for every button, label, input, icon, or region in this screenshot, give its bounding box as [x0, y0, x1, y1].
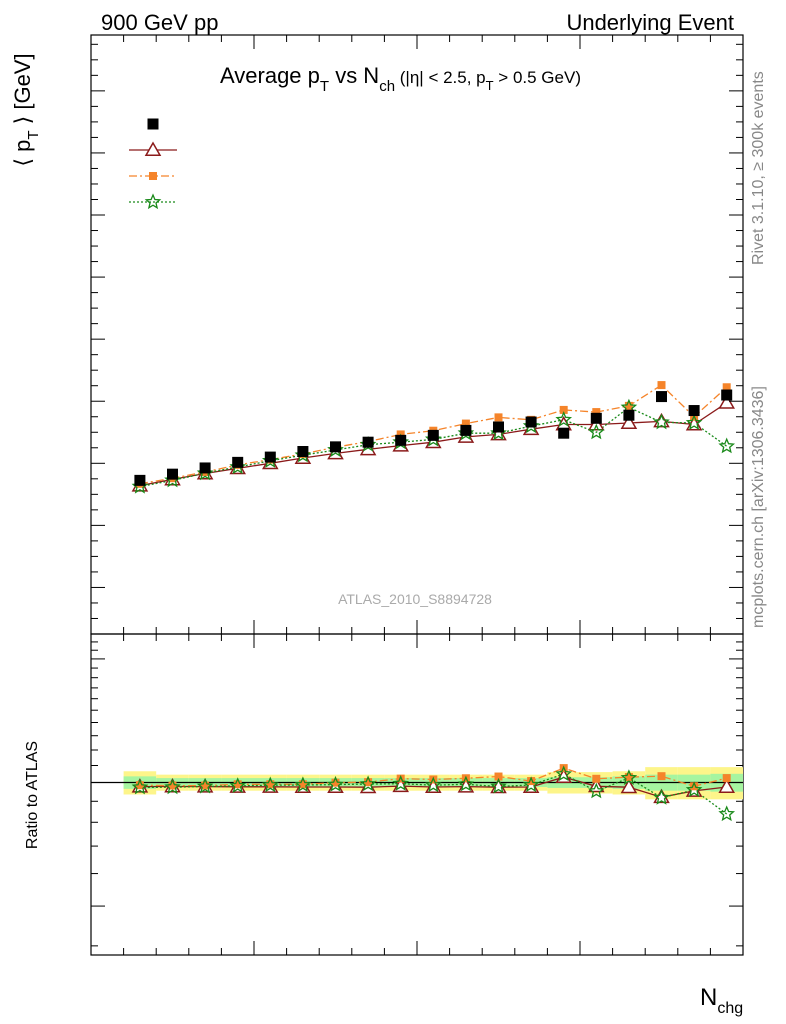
- main-panel-frame: [90, 34, 744, 635]
- data-point: [688, 405, 700, 417]
- ratio-point: [490, 777, 507, 794]
- data-point: [620, 414, 638, 429]
- header-left: 900 GeV pp: [101, 10, 218, 35]
- ratio-point: [425, 776, 442, 793]
- ratio-point: [359, 775, 377, 792]
- legend-marker: [149, 172, 157, 180]
- ratio-point: [657, 772, 666, 781]
- legend-marker: [144, 141, 162, 156]
- ratio-point: [527, 777, 536, 786]
- ratio-point: [131, 778, 149, 795]
- data-point: [525, 416, 537, 428]
- ratio-point: [196, 777, 214, 794]
- ratio-point: [718, 778, 735, 794]
- main-plot-layer: [131, 381, 736, 494]
- ratio-point: [298, 780, 307, 789]
- ratio-point: [624, 773, 633, 782]
- data-point: [721, 389, 733, 401]
- data-point: [718, 394, 735, 409]
- data-point: [558, 427, 570, 439]
- data-point: [722, 383, 731, 392]
- data-point: [461, 419, 470, 428]
- ratio-point: [392, 775, 410, 791]
- ratio-point: [653, 789, 670, 805]
- ratio-point: [168, 781, 177, 790]
- data-point: [718, 437, 736, 454]
- ratio-point: [396, 774, 405, 783]
- data-point: [592, 408, 601, 417]
- ratio-point: [620, 778, 638, 794]
- ratio-point: [685, 781, 703, 797]
- ratio-point: [690, 782, 699, 791]
- ratio-point: [620, 769, 638, 785]
- data-point: [590, 412, 602, 424]
- ratio-point: [266, 780, 275, 789]
- ratio-point: [201, 781, 210, 790]
- legend-marker: [147, 118, 159, 130]
- data-point: [232, 456, 244, 468]
- ratio-point: [229, 777, 247, 793]
- data-point: [264, 451, 276, 463]
- data-point: [555, 411, 573, 427]
- ratio-point: [718, 805, 736, 822]
- ratio-point: [587, 782, 605, 799]
- data-point: [623, 409, 635, 421]
- data-point: [167, 468, 178, 480]
- data-point: [460, 424, 472, 436]
- ratio-point: [522, 776, 540, 793]
- ratio-point: [364, 778, 373, 787]
- ratio-plot-layer: [91, 764, 743, 822]
- ratio-point: [555, 765, 573, 782]
- ratio-point: [294, 776, 312, 793]
- x-axis-label: Nchg: [700, 984, 743, 1017]
- data-point: [297, 446, 309, 458]
- ratio-point: [164, 778, 181, 795]
- data-point: [653, 413, 670, 430]
- ratio-point: [722, 774, 731, 783]
- ratio-point: [233, 780, 242, 789]
- data-point: [330, 441, 341, 453]
- mcplots-text: mcplots.cern.ch [arXiv:1306.3436]: [750, 386, 767, 628]
- axis-layer: [90, 35, 744, 955]
- main-y-axis-label: ⟨ pT ⟩ [GeV]: [10, 53, 42, 166]
- data-point: [199, 462, 211, 474]
- ratio-point: [592, 774, 601, 783]
- data-point: [134, 474, 146, 486]
- data-point: [494, 413, 503, 422]
- data-point: [624, 401, 633, 410]
- analysis-watermark: ATLAS_2010_S8894728: [338, 591, 492, 607]
- rivet-version-text: Rivet 3.1.10, ≥ 300k events: [750, 71, 767, 265]
- legend-marker: [144, 193, 162, 210]
- ratio-point: [135, 781, 144, 790]
- data-point: [559, 405, 568, 414]
- legend: [129, 118, 177, 210]
- data-point: [587, 423, 605, 440]
- data-point: [657, 381, 666, 390]
- data-point: [395, 434, 407, 446]
- ratio-point: [331, 778, 340, 787]
- data-point: [362, 436, 374, 448]
- ratio-y-axis-label: Ratio to ATLAS: [24, 741, 41, 849]
- data-point: [427, 429, 439, 441]
- data-point: [656, 391, 667, 403]
- ratio-point: [457, 775, 475, 792]
- main-title: Average pT vs Nch (|η| < 2.5, pT > 0.5 G…: [220, 63, 581, 95]
- ratio-point: [494, 772, 503, 781]
- data-point: [685, 414, 703, 430]
- ratio-point: [327, 775, 344, 792]
- header-right: Underlying Event: [566, 10, 734, 35]
- ratio-point: [262, 776, 279, 793]
- data-point: [493, 421, 504, 433]
